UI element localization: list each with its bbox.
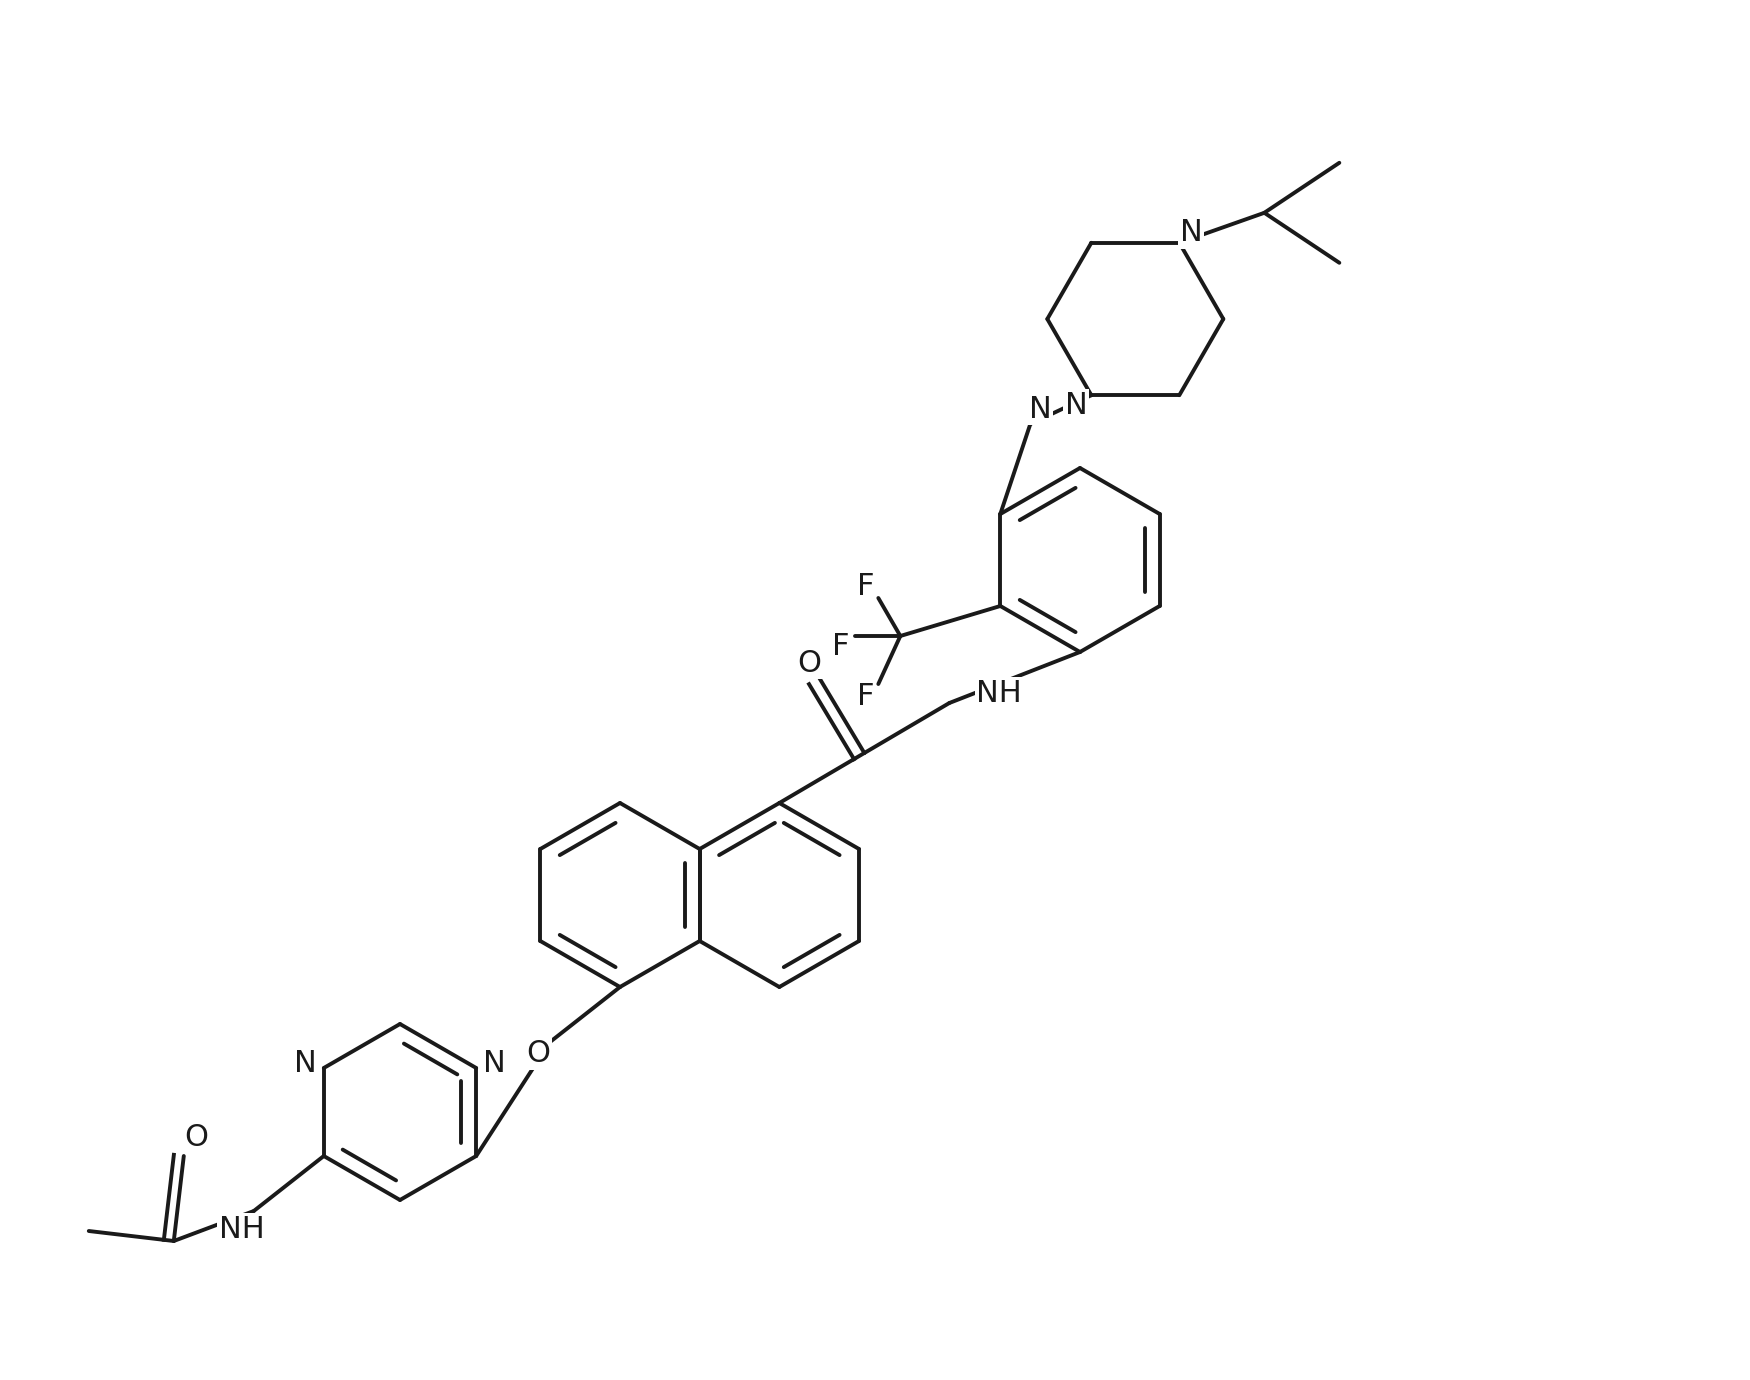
Text: N: N: [1180, 218, 1202, 247]
Text: O: O: [184, 1123, 208, 1152]
Text: O: O: [527, 1039, 550, 1068]
Text: N: N: [1066, 391, 1088, 420]
Text: N: N: [1029, 395, 1052, 424]
Text: N: N: [483, 1049, 506, 1078]
Text: NH: NH: [219, 1214, 264, 1243]
Text: N: N: [294, 1049, 317, 1078]
Text: F: F: [831, 632, 849, 661]
Text: F: F: [856, 571, 873, 600]
Text: NH: NH: [977, 679, 1022, 708]
Text: F: F: [856, 682, 873, 711]
Text: O: O: [798, 649, 821, 678]
